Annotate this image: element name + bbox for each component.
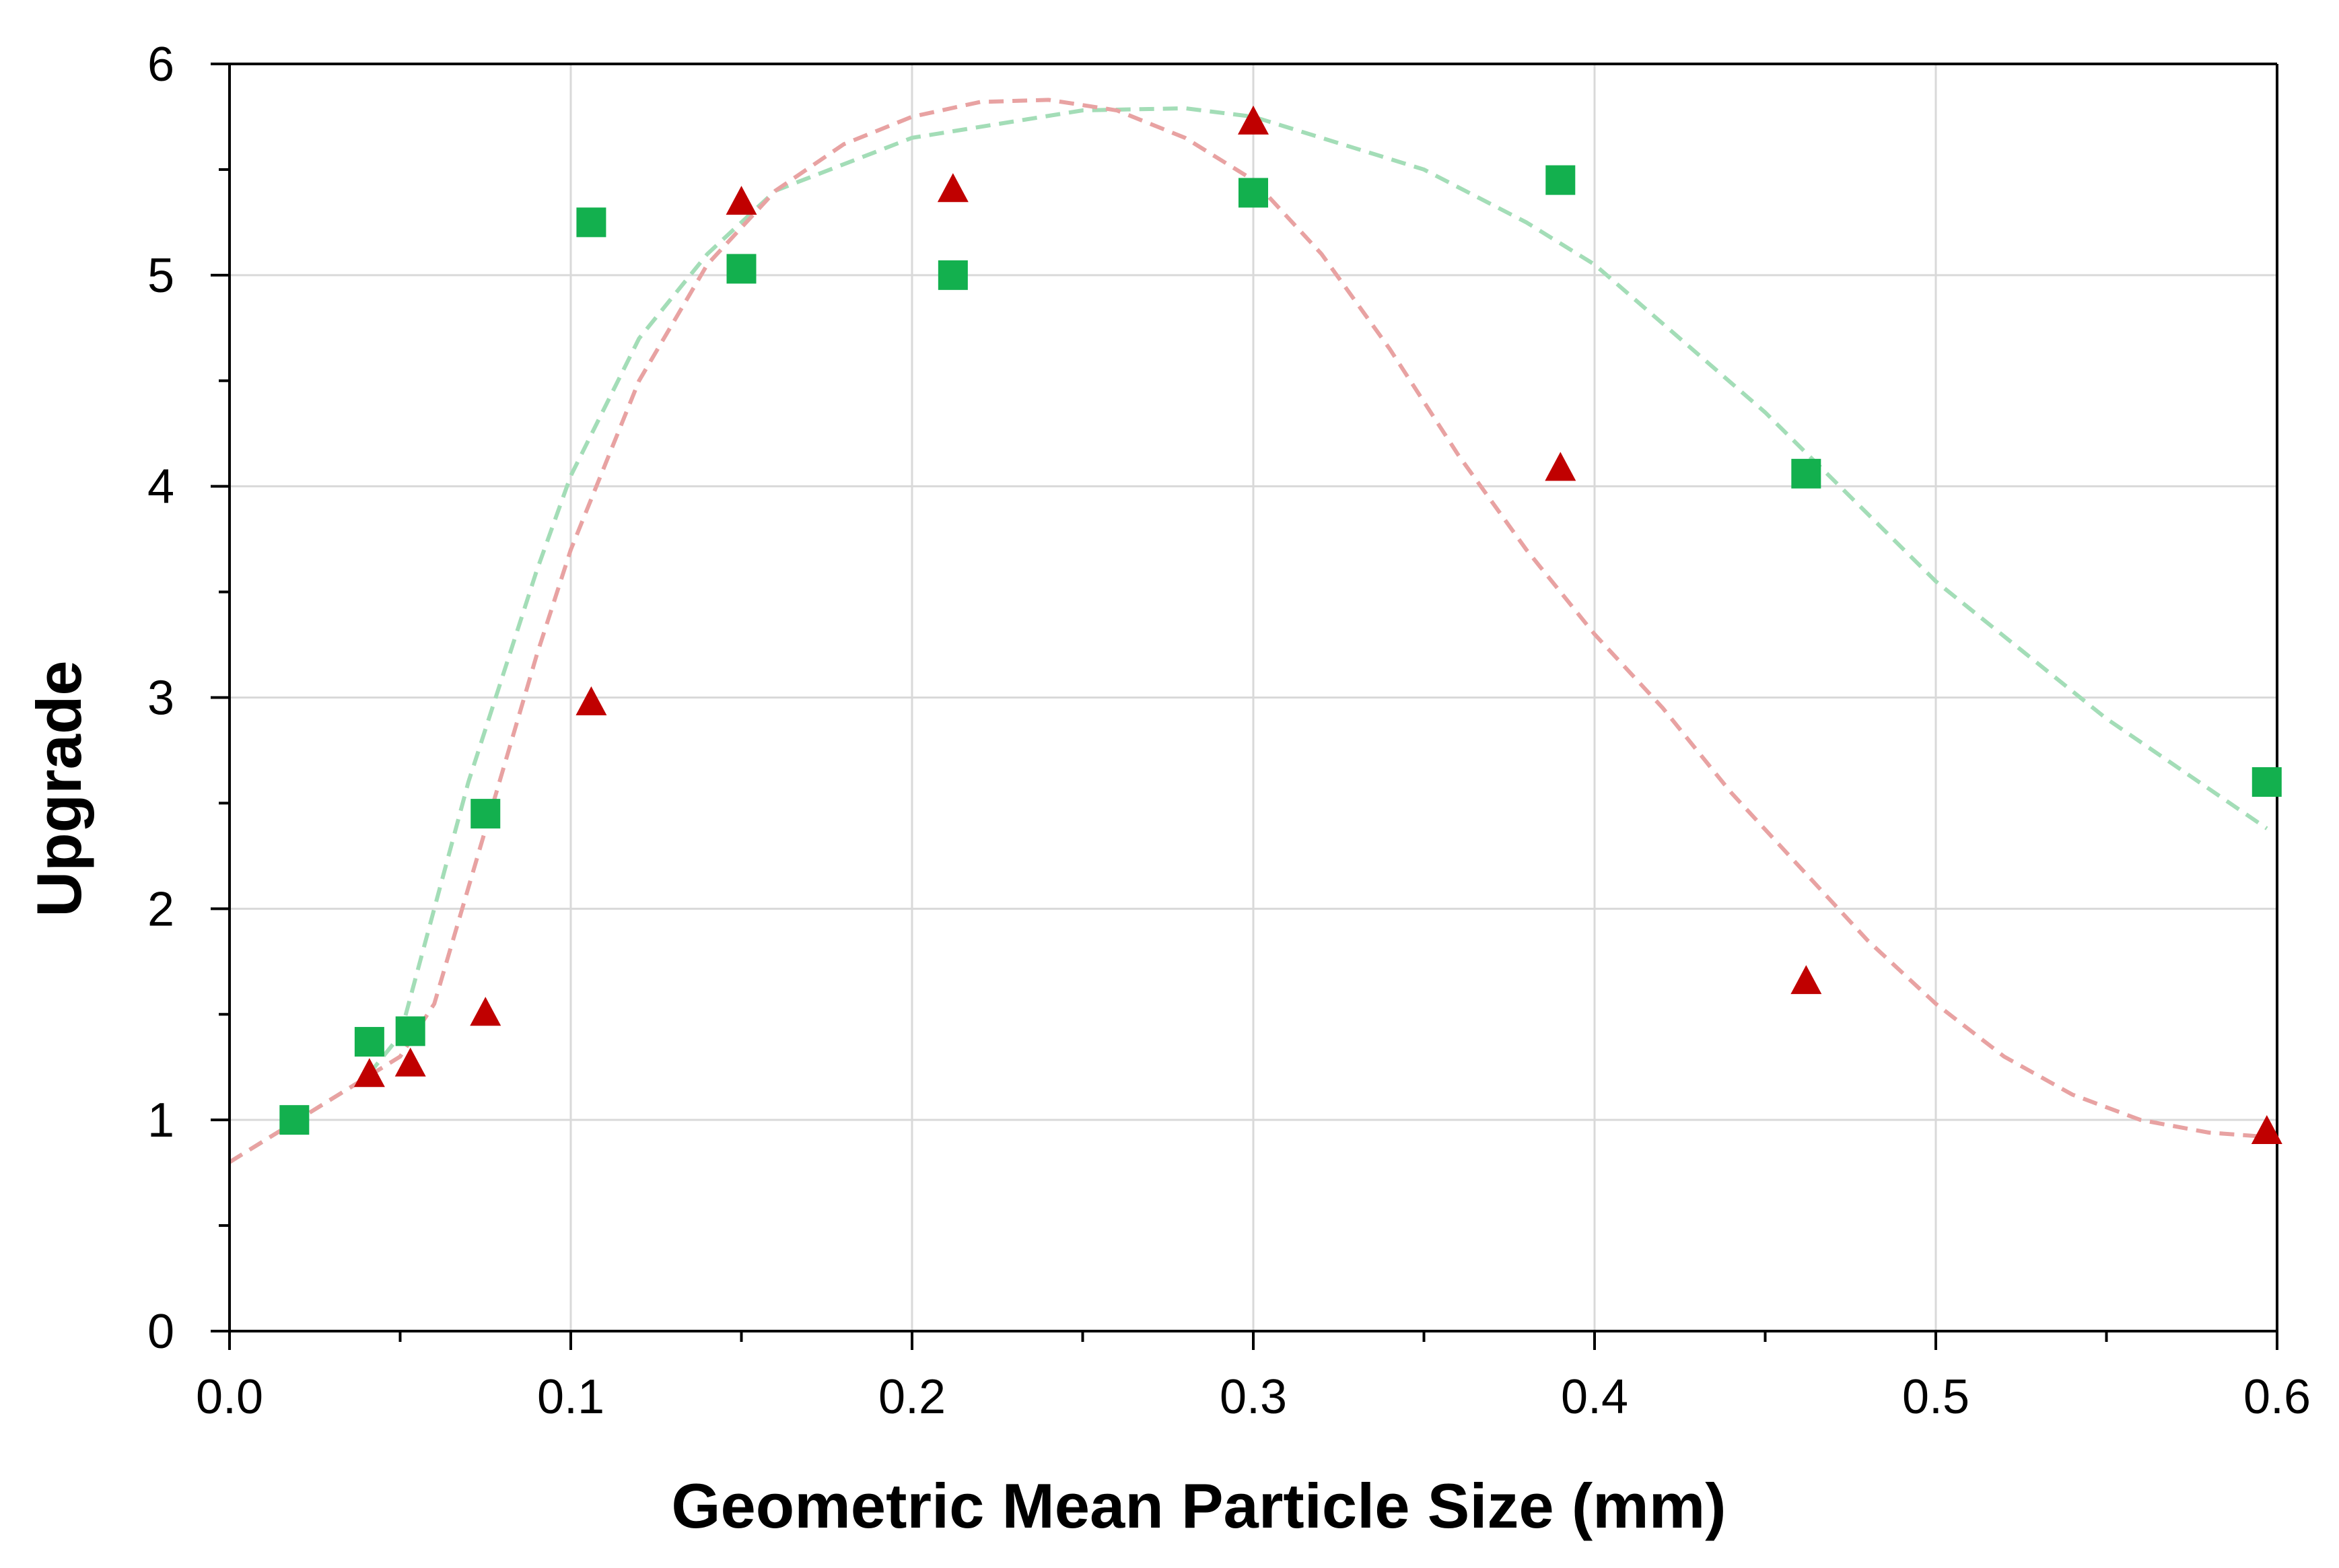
square-marker <box>1238 178 1268 208</box>
triangle-marker <box>2251 1114 2282 1144</box>
triangle-marker <box>1238 105 1269 135</box>
triangle-marker <box>726 186 757 215</box>
y-tick-label: 4 <box>147 460 174 514</box>
data-markers <box>279 105 2282 1144</box>
triangle-marker <box>575 686 607 715</box>
triangle-marker <box>470 997 501 1026</box>
trendlines <box>228 98 2268 1164</box>
triangles-trendline <box>228 98 2268 1164</box>
x-tick-label: 0.6 <box>2243 1370 2311 1424</box>
triangle-marker <box>353 1058 385 1088</box>
square-marker <box>576 207 606 238</box>
square-marker <box>2251 767 2282 797</box>
y-tick-label: 1 <box>147 1094 174 1147</box>
square-marker <box>470 799 501 829</box>
y-tick-label: 5 <box>147 249 174 303</box>
axes <box>211 63 2278 1350</box>
x-tick-label: 0.1 <box>537 1370 604 1424</box>
y-tick-label: 2 <box>147 882 174 936</box>
squares-trendline <box>228 106 2268 1164</box>
square-marker <box>938 260 968 290</box>
x-tick-label: 0.0 <box>196 1370 263 1424</box>
x-tick-label: 0.4 <box>1561 1370 1628 1424</box>
y-tick-label: 6 <box>147 38 174 92</box>
triangle-marker <box>394 1047 426 1077</box>
square-marker <box>279 1105 310 1135</box>
x-tick-label: 0.3 <box>1220 1370 1287 1424</box>
square-marker <box>1791 458 1821 489</box>
triangle-marker <box>937 173 969 203</box>
square-marker <box>1545 165 1576 195</box>
tick-labels: 0.0 0.1 0.2 0.3 0.4 0.5 0.6 0 1 2 3 4 5 6 <box>147 38 2311 1424</box>
x-tick-label: 0.2 <box>878 1370 946 1424</box>
grid <box>230 63 2278 1331</box>
square-marker <box>354 1027 384 1057</box>
x-axis-title: Geometric Mean Particle Size (mm) <box>671 1470 1726 1541</box>
square-marker <box>726 254 757 284</box>
y-tick-label: 3 <box>147 672 174 725</box>
y-axis-title: Upgrade <box>24 660 94 917</box>
square-marker <box>395 1016 425 1046</box>
x-tick-label: 0.5 <box>1902 1370 1969 1424</box>
y-tick-label: 0 <box>147 1305 174 1359</box>
triangle-marker <box>1545 452 1576 481</box>
triangle-marker <box>1790 965 1822 995</box>
